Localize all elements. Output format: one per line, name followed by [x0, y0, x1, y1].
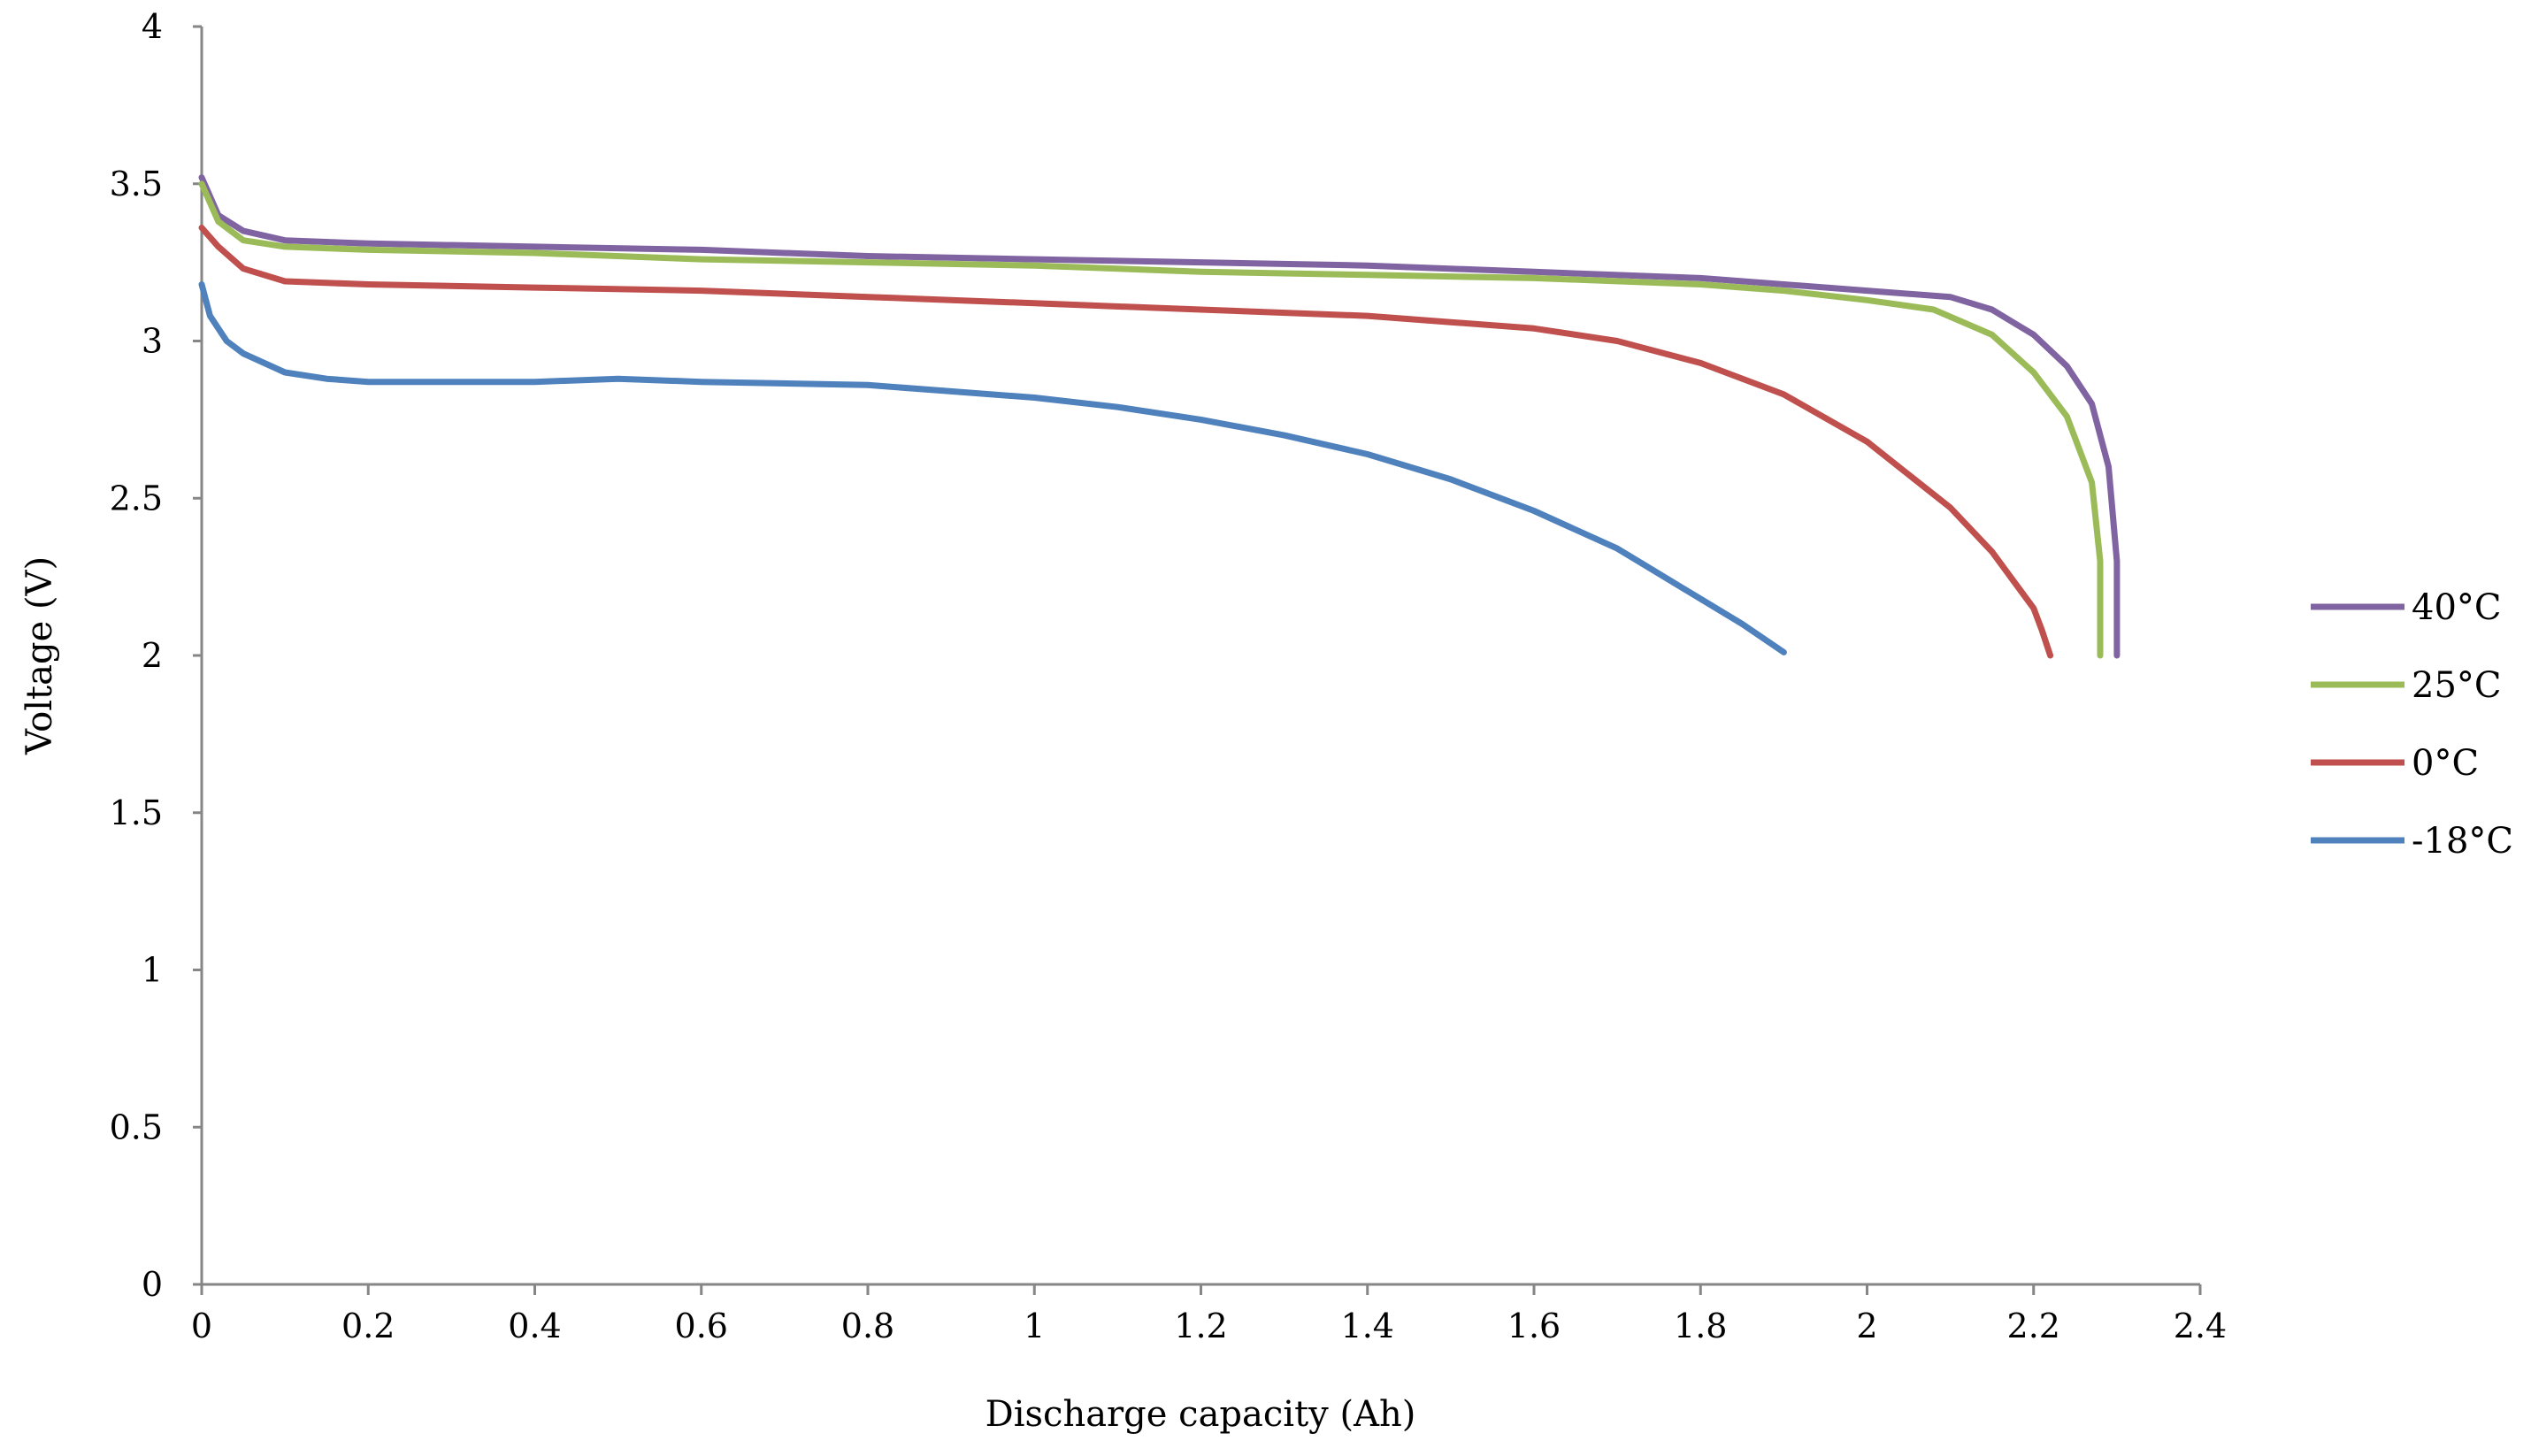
y-tick-label: 4 [142, 7, 163, 46]
y-axis-title: Voltage (V) [19, 556, 60, 755]
x-tick-label: 0.6 [675, 1307, 728, 1345]
x-tick-label: 0 [191, 1307, 212, 1345]
y-tick-label: 3.5 [110, 165, 163, 203]
legend-label: 0°C [2412, 743, 2479, 784]
y-tick-label: 1.5 [110, 793, 163, 832]
plot-area: 0 0.5 1 1.5 2 2.5 3 3.5 4 0 0.2 0.4 0.6 0.8 1 1.2 1.4 1.… [110, 7, 2228, 1345]
x-tick-label: 1.8 [1674, 1307, 1727, 1345]
legend-label: 40°C [2412, 587, 2502, 628]
x-tick-label: 1 [1024, 1307, 1045, 1345]
x-tick-label: 1.2 [1174, 1307, 1227, 1345]
legend-label: -18°C [2412, 821, 2513, 862]
x-axis-title: Discharge capacity (Ah) [986, 1394, 1416, 1435]
y-tick-label: 1 [142, 951, 163, 990]
y-tick-label: 0.5 [110, 1107, 163, 1146]
series-lines [198, 174, 2121, 659]
x-tick-label: 0.8 [841, 1307, 894, 1345]
legend-label: 25°C [2412, 665, 2502, 706]
x-tick-label: 1.4 [1341, 1307, 1394, 1345]
x-axis-ticks: 0 0.2 0.4 0.6 0.8 1 1.2 1.4 1.6 1.8 2 2.2 2.4 [191, 1284, 2227, 1345]
y-tick-label: 2.5 [110, 479, 163, 517]
x-tick-label: 2.4 [2174, 1307, 2227, 1345]
x-tick-label: 0.2 [341, 1307, 395, 1345]
x-tick-label: 1.6 [1507, 1307, 1561, 1345]
x-tick-label: 0.4 [508, 1307, 561, 1345]
y-tick-label: 0 [142, 1265, 163, 1304]
y-axis-ticks: 0 0.5 1 1.5 2 2.5 3 3.5 4 [110, 7, 202, 1304]
y-tick-label: 3 [142, 322, 163, 361]
series-line-2 [198, 225, 2054, 659]
series-line-0 [198, 174, 2121, 659]
x-tick-label: 2.2 [2007, 1307, 2060, 1345]
x-tick-label: 2 [1856, 1307, 1877, 1345]
legend: 40°C 25°C 0°C -18°C [2311, 587, 2513, 862]
series-line-3 [198, 281, 1787, 655]
y-tick-label: 2 [142, 636, 163, 675]
series-line-1 [198, 180, 2104, 659]
